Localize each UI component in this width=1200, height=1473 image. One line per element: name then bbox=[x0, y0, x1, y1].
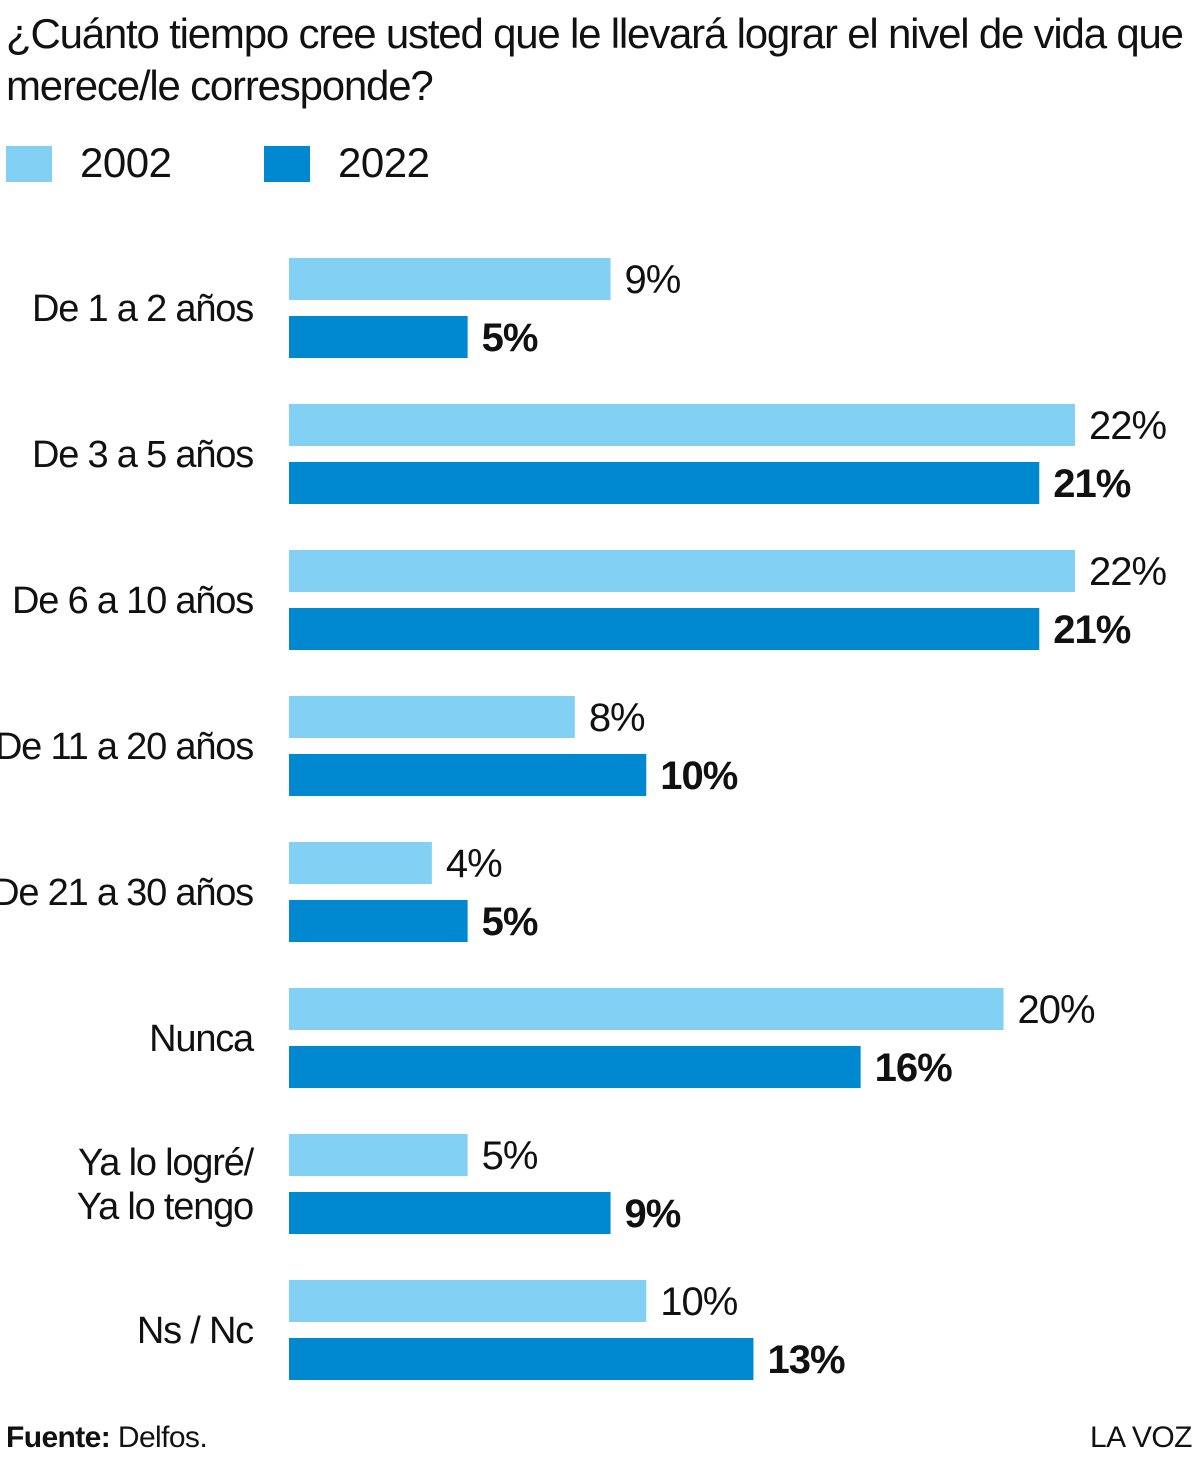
category-label-7: Ns / Nc bbox=[137, 1310, 253, 1352]
chart-title: ¿Cuánto tiempo cree usted que le llevará… bbox=[6, 10, 1184, 109]
bar-2022-2 bbox=[289, 608, 1040, 650]
category-label-5: Nunca bbox=[149, 1018, 255, 1060]
source-value: Delfos. bbox=[117, 1421, 208, 1454]
bar-2002-5 bbox=[289, 988, 1004, 1030]
category-label-4: De 21 a 30 años bbox=[0, 872, 253, 914]
bar-2002-4 bbox=[289, 842, 432, 884]
category-label-3: De 11 a 20 años bbox=[0, 726, 253, 768]
value-label-2022-7: 13% bbox=[767, 1338, 844, 1382]
bar-2022-4 bbox=[289, 900, 468, 942]
bar-2002-0 bbox=[289, 258, 611, 300]
source-label: Fuente: bbox=[6, 1421, 111, 1454]
bar-2002-2 bbox=[289, 550, 1075, 592]
bar-2002-3 bbox=[289, 696, 575, 738]
legend-swatch-2002 bbox=[6, 146, 52, 182]
bar-2002-6 bbox=[289, 1134, 468, 1176]
bar-2002-1 bbox=[289, 404, 1075, 446]
brand-logo-text: LA VOZ bbox=[1089, 1421, 1193, 1454]
value-label-2002-1: 22% bbox=[1089, 404, 1166, 448]
bar-2022-6 bbox=[289, 1192, 611, 1234]
bar-2022-0 bbox=[289, 316, 468, 358]
bar-2022-1 bbox=[289, 462, 1040, 504]
bar-2022-7 bbox=[289, 1338, 754, 1380]
bar-2022-3 bbox=[289, 754, 647, 796]
value-label-2002-7: 10% bbox=[660, 1280, 737, 1324]
value-label-2002-3: 8% bbox=[589, 696, 645, 740]
bar-chart: De 1 a 2 años 9% 5% De 3 a 5 años 22% 21% De 6… bbox=[0, 258, 1167, 1382]
category-label-6: Ya lo logré/Ya lo tengo bbox=[77, 1142, 255, 1228]
category-label-0: De 1 a 2 años bbox=[32, 288, 253, 330]
value-label-2002-5: 20% bbox=[1018, 988, 1095, 1032]
bar-2002-7 bbox=[289, 1280, 647, 1322]
bar-2022-5 bbox=[289, 1046, 861, 1088]
footer-source: Fuente: Delfos. bbox=[6, 1418, 208, 1458]
value-label-2022-2: 21% bbox=[1053, 608, 1130, 652]
legend-label-2002: 2002 bbox=[80, 139, 172, 186]
category-label-1: De 3 a 5 años bbox=[32, 434, 253, 476]
value-label-2022-4: 5% bbox=[482, 900, 538, 944]
legend-swatch-2022 bbox=[264, 146, 310, 182]
category-label-2: De 6 a 10 años bbox=[12, 580, 253, 622]
value-label-2022-0: 5% bbox=[482, 316, 538, 360]
value-label-2022-1: 21% bbox=[1053, 462, 1130, 506]
value-label-2002-0: 9% bbox=[625, 258, 681, 302]
value-label-2022-3: 10% bbox=[660, 754, 737, 798]
value-label-2002-4: 4% bbox=[446, 842, 502, 886]
value-label-2002-6: 5% bbox=[482, 1134, 538, 1178]
value-label-2022-5: 16% bbox=[875, 1046, 952, 1090]
value-label-2022-6: 9% bbox=[625, 1192, 681, 1236]
legend-label-2022: 2022 bbox=[338, 139, 430, 186]
value-label-2002-2: 22% bbox=[1089, 550, 1166, 594]
